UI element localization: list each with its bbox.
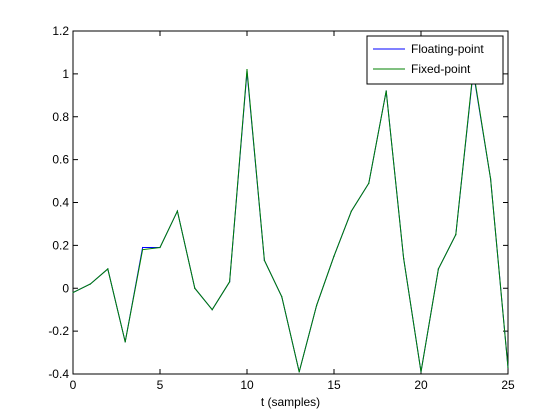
y-tick-label: -0.4: [48, 367, 69, 381]
y-tick-label: -0.2: [48, 324, 69, 338]
data-point: [89, 283, 91, 285]
data-point: [368, 182, 370, 184]
y-tick-label: 0.2: [52, 238, 69, 252]
x-tick-label: 10: [240, 378, 254, 392]
data-point: [124, 341, 126, 343]
y-tick-label: 0.6: [52, 153, 69, 167]
data-point: [281, 296, 283, 298]
data-point: [455, 234, 457, 236]
legend-box: [366, 35, 504, 85]
y-tick-label: 1.2: [52, 24, 69, 38]
data-point: [107, 268, 109, 270]
legend-entry: Floating-point: [411, 42, 484, 56]
data-point: [316, 304, 318, 306]
data-point: [142, 249, 144, 251]
data-point: [159, 246, 161, 249]
y-tick-label: 0: [62, 281, 69, 295]
series-line-fixed-point: [72, 69, 509, 372]
data-point: [211, 309, 213, 311]
data-point: [229, 281, 231, 283]
data-point: [298, 371, 300, 373]
data-point: [246, 68, 248, 71]
axes-box: [72, 30, 509, 375]
data-point: [403, 257, 405, 259]
data-point: [263, 259, 265, 261]
x-tick-label: 15: [327, 378, 341, 392]
x-tick-label: 5: [157, 378, 164, 392]
data-point: [333, 255, 335, 257]
data-point: [437, 268, 439, 270]
data-point: [420, 371, 422, 373]
x-tick-label: 25: [501, 378, 515, 392]
y-tick-label: 0.8: [52, 110, 69, 124]
legend-entry: Fixed-point: [411, 62, 471, 76]
data-point: [72, 291, 74, 294]
data-point: [490, 178, 492, 180]
x-tick-label: 0: [70, 378, 77, 392]
data-point: [142, 246, 144, 249]
y-tick-label: 1: [62, 67, 69, 81]
x-axis-label: t (samples): [261, 395, 320, 409]
data-point: [350, 210, 352, 212]
x-tick-label: 20: [414, 378, 428, 392]
data-point: [507, 366, 509, 369]
data-point: [385, 90, 387, 92]
data-point: [194, 287, 196, 289]
y-tick-label: 0.4: [52, 196, 69, 210]
data-point: [176, 210, 178, 212]
